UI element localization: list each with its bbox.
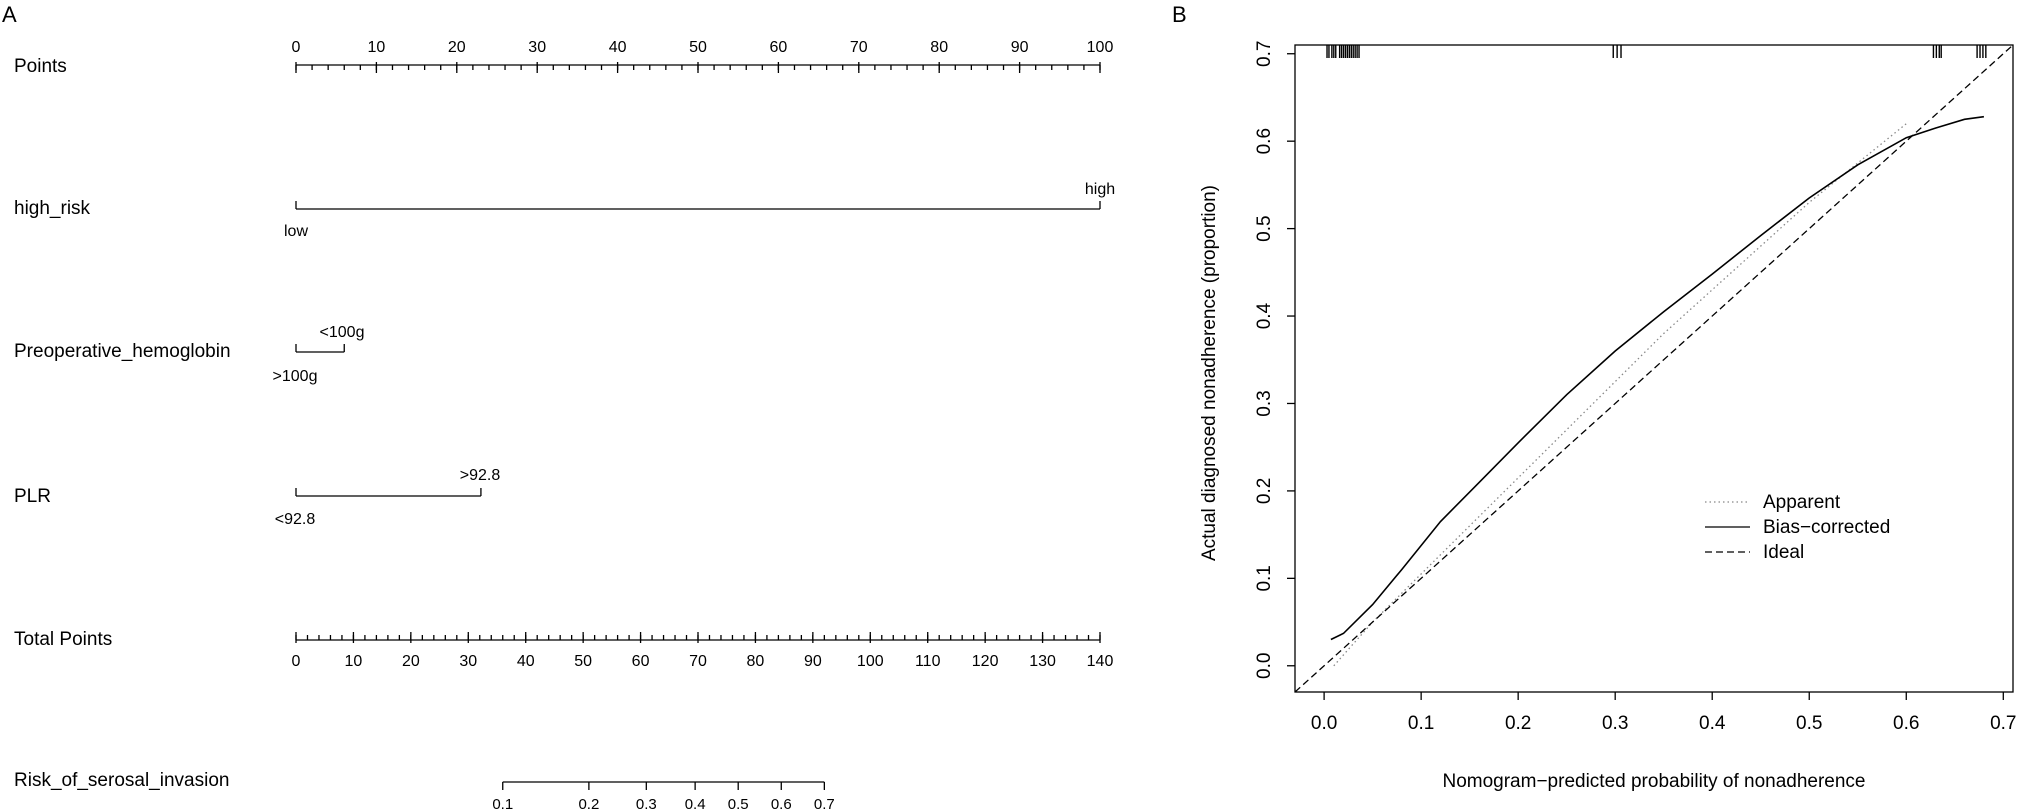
calibration-series-line-0: [1333, 123, 1907, 667]
calibration-plot-frame: [1294, 44, 2014, 693]
calibration-y-tick-label: 0.5: [1254, 215, 1275, 241]
level-label-hemoglobin-high: >100g: [273, 368, 318, 385]
total-points-tick-label: 20: [402, 653, 420, 670]
total-points-tick-label: 140: [1087, 653, 1114, 670]
level-label-hemoglobin-low: <100g: [320, 324, 365, 341]
nomogram-risk-label: Risk_of_serosal_invasion: [14, 770, 229, 791]
risk-tick-label: 0.2: [578, 796, 599, 810]
points-tick-label: 30: [528, 39, 546, 56]
points-tick-label: 60: [770, 39, 788, 56]
calibration-x-tick-label: 0.4: [1699, 713, 1726, 734]
calibration-x-axis-title: Nomogram−predicted probability of nonadh…: [1442, 771, 1865, 792]
calibration-x-tick-label: 0.7: [1990, 713, 2016, 734]
nomogram-variable-label-plr: PLR: [14, 486, 51, 507]
risk-tick-label: 0.5: [728, 796, 749, 810]
calibration-series-line-2: [1294, 44, 2014, 693]
calibration-y-axis-title: Actual diagnosed nonadherence (proportio…: [1199, 185, 1220, 561]
total-points-tick-label: 30: [459, 653, 477, 670]
total-points-tick-label: 70: [689, 653, 707, 670]
level-label-high: high: [1085, 181, 1115, 198]
calibration-x-tick-label: 0.6: [1893, 713, 1919, 734]
total-points-tick-label: 110: [915, 653, 941, 670]
calibration-x-tick-label: 0.2: [1505, 713, 1531, 734]
total-points-tick-label: 50: [574, 653, 592, 670]
points-tick-label: 80: [930, 39, 948, 56]
legend-label-apparent: Apparent: [1763, 492, 1841, 513]
total-points-tick-label: 120: [972, 653, 999, 670]
risk-tick-label: 0.1: [492, 796, 513, 810]
total-points-tick-label: 0: [292, 653, 301, 670]
calibration-y-tick-label: 0.2: [1254, 478, 1275, 504]
level-label-low: low: [284, 223, 308, 240]
panel-label-b: B: [1172, 2, 1187, 27]
calibration-x-tick-label: 0.3: [1602, 713, 1628, 734]
risk-tick-label: 0.6: [771, 796, 792, 810]
nomogram-total-points-label: Total Points: [14, 629, 112, 650]
total-points-tick-label: 10: [345, 653, 363, 670]
level-label-plr-high: >92.8: [460, 467, 501, 484]
panel-label-a: A: [2, 2, 17, 27]
calibration-y-tick-label: 0.7: [1254, 41, 1275, 67]
total-points-tick-label: 130: [1029, 653, 1056, 670]
points-tick-label: 50: [689, 39, 707, 56]
calibration-y-tick-label: 0.1: [1254, 565, 1275, 591]
risk-tick-label: 0.4: [685, 796, 706, 810]
total-points-tick-label: 100: [857, 653, 884, 670]
nomogram-points-label: Points: [14, 56, 67, 77]
total-points-tick-label: 40: [517, 653, 535, 670]
legend-label-ideal: Ideal: [1763, 542, 1804, 563]
points-tick-label: 0: [292, 39, 301, 56]
total-points-tick-label: 80: [747, 653, 765, 670]
calibration-y-tick-label: 0.6: [1254, 128, 1275, 154]
calibration-y-tick-label: 0.4: [1254, 302, 1275, 329]
points-tick-label: 70: [850, 39, 868, 56]
calibration-x-tick-label: 0.0: [1311, 713, 1337, 734]
total-points-tick-label: 60: [632, 653, 650, 670]
points-tick-label: 10: [368, 39, 386, 56]
legend-label-bias-corrected: Bias−corrected: [1763, 517, 1890, 538]
calibration-y-tick-label: 0.0: [1254, 653, 1275, 679]
calibration-x-tick-label: 0.5: [1796, 713, 1822, 734]
risk-tick-label: 0.3: [636, 796, 657, 810]
points-tick-label: 20: [448, 39, 466, 56]
points-tick-label: 100: [1087, 39, 1114, 56]
level-label-plr-low: <92.8: [275, 511, 316, 528]
points-tick-label: 40: [609, 39, 627, 56]
nomogram-variable-label-hemoglobin: Preoperative_hemoglobin: [14, 341, 231, 362]
risk-tick-label: 0.7: [814, 796, 835, 810]
nomogram-variable-label-high-risk: high_risk: [14, 198, 91, 219]
calibration-x-tick-label: 0.1: [1408, 713, 1434, 734]
points-tick-label: 90: [1011, 39, 1029, 56]
calibration-y-tick-label: 0.3: [1254, 390, 1275, 416]
total-points-tick-label: 90: [804, 653, 822, 670]
calibration-series-line-1: [1330, 115, 1985, 641]
